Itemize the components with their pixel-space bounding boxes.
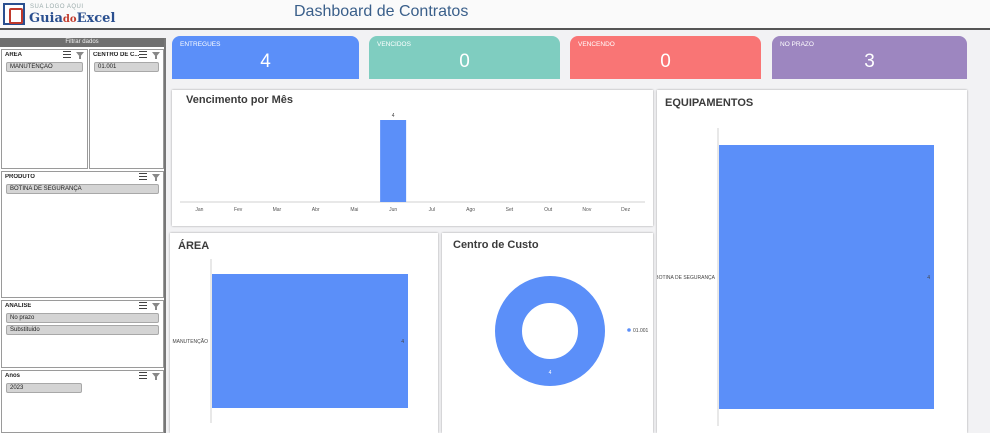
kpi-no-prazo: NO PRAZO 3 [772,36,967,79]
tick-label-mai: Mai [350,207,358,213]
tick-label-fev: Fev [234,207,243,213]
slicer-title: CENTRO DE C... [93,52,140,58]
slicer-item[interactable]: 01.001 [94,62,159,72]
multi-select-icon[interactable] [139,51,147,58]
logo-tagline: SUA LOGO AQUI [30,4,84,10]
tick-label-mar: Mar [273,207,282,213]
slicer-item[interactable]: Substituido [6,325,159,335]
slicer-item[interactable]: BOTINA DE SEGURANÇA [6,184,159,194]
chart-area[interactable]: ÁREA MANUTENÇÃO 4 [170,233,438,433]
chart-equipamentos[interactable]: EQUIPAMENTOS BOTINA DE SEGURANÇA 4 [657,90,967,433]
kpi-vencendo: VENCENDO 0 [570,36,761,79]
slicer-title: AREA [5,52,23,58]
data-label: 4 [549,370,552,376]
multi-select-icon[interactable] [139,372,147,379]
chart-vencimento-por-mes[interactable]: Vencimento por Mês Jan Fev Mar Abr Mai 4 Jun Ju… [172,90,653,226]
tick-label-dez: Dez [621,207,630,213]
kpi-label: NO PRAZO [780,41,814,48]
chart-title: Centro de Custo [453,239,539,251]
kpi-value: 0 [459,51,470,72]
data-label: 4 [392,113,395,119]
clear-filter-icon[interactable] [152,51,160,59]
slicer-title: PRODUTO [5,174,35,180]
kpi-entregues: ENTREGUES 4 [172,36,359,79]
kpi-label: VENCENDO [578,41,615,48]
slicer-item[interactable]: MANUTENÇÃO [6,62,83,72]
bar [719,145,934,409]
category-label: BOTINA DE SEGURANÇA [657,275,716,281]
slicer-title: ANÁLISE [5,303,32,309]
kpi-label: VENCIDOS [377,41,411,48]
slicer-item[interactable]: No prazo [6,313,159,323]
tick-label-abr: Abr [312,207,320,213]
clear-filter-icon[interactable] [152,302,160,310]
tick-label-nov: Nov [582,207,591,213]
multi-select-icon[interactable] [139,302,147,309]
bar [212,274,408,408]
donut-slice-01.001 [495,276,605,386]
chart-title: Vencimento por Mês [186,94,293,106]
data-label: 4 [401,339,404,345]
clear-filter-icon[interactable] [76,51,84,59]
kpi-value: 0 [660,51,671,72]
clear-filter-icon[interactable] [152,173,160,181]
slicer-title: Anos [5,373,20,379]
slicer-centro-de-custo: CENTRO DE C... 01.001 [89,49,164,169]
slicer-item[interactable]: 2023 [6,383,82,393]
slicer-anos: Anos 2023 [1,370,164,433]
centro-de-custo-chart-svg: 4 01.001 [495,276,649,386]
multi-select-icon[interactable] [63,51,71,58]
multi-select-icon[interactable] [139,173,147,180]
logo-icon [3,3,25,25]
chart-title: ÁREA [178,240,210,252]
chart-centro-de-custo[interactable]: Centro de Custo 4 01.001 [442,233,653,433]
tick-label-jul: Jul [429,207,435,213]
slicer-analise: ANÁLISE No prazo Substituido [1,300,164,368]
bar-jun [380,120,407,202]
filters-bar: Filtrar dados [0,38,164,47]
equipamentos-chart-svg: BOTINA DE SEGURANÇA 4 [657,128,934,426]
tick-label-out: Out [544,207,553,213]
dashboard-header: SUA LOGO AQUI GuiadoExcel Dashboard de C… [0,0,990,30]
tick-label-jan: Jan [195,207,203,213]
slicer-area: AREA MANUTENÇÃO [1,49,88,169]
logo-wordmark: GuiadoExcel [29,11,116,26]
area-chart-svg: MANUTENÇÃO 4 [172,259,408,423]
tick-label-set: Set [506,207,514,213]
filters-pane: Filtrar dados AREA MANUTENÇÃO CENTRO DE … [0,38,166,433]
clear-filter-icon[interactable] [152,372,160,380]
kpi-label: ENTREGUES [180,41,221,48]
legend-entry: 01.001 [633,328,649,334]
tick-label-jun: Jun [389,207,397,213]
legend-marker [627,328,631,332]
page-title: Dashboard de Contratos [294,3,469,20]
kpi-value: 3 [864,51,875,72]
tick-label-ago: Ago [466,207,475,213]
chart-title: EQUIPAMENTOS [665,97,754,109]
kpi-value: 4 [260,51,271,72]
category-label: MANUTENÇÃO [172,338,208,345]
month-chart-svg: Jan Fev Mar Abr Mai 4 Jun Jul Ago Set Out Nov Dez [180,113,645,213]
data-label: 4 [927,275,930,281]
kpi-vencidos: VENCIDOS 0 [369,36,560,79]
logo: SUA LOGO AQUI GuiadoExcel [3,3,116,27]
slicer-produto: PRODUTO BOTINA DE SEGURANÇA [1,171,164,298]
